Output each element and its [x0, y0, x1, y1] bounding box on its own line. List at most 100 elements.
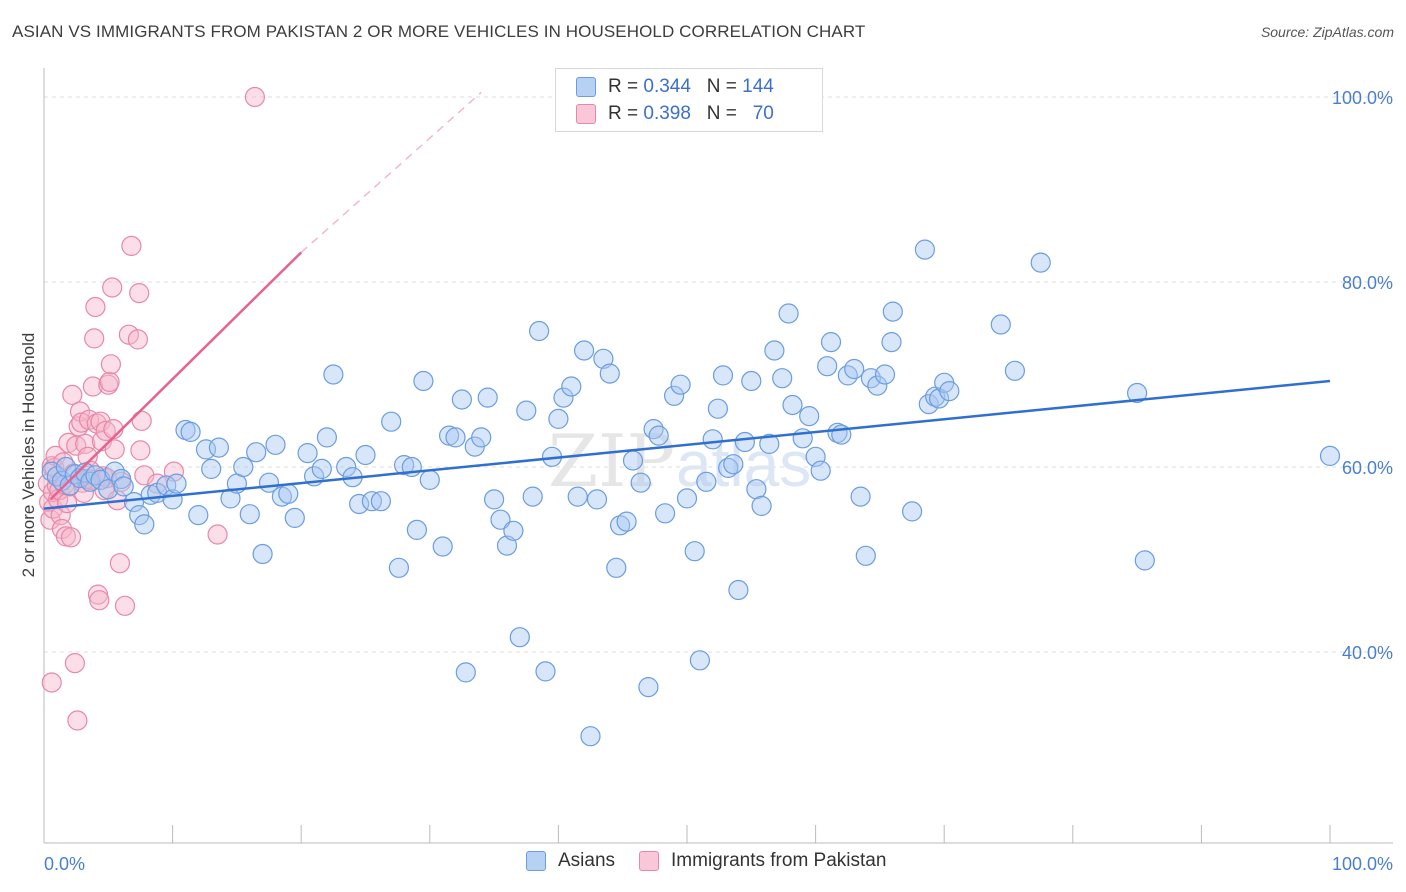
pakistan-point [82, 376, 104, 397]
asian-point [707, 398, 729, 419]
asian-point [901, 501, 923, 522]
y-tick-label: 80.0% [1342, 273, 1393, 293]
n-label: N = [706, 103, 737, 124]
asian-point [728, 579, 749, 601]
axes [43, 68, 1393, 844]
pakistan-point [118, 324, 139, 345]
series-legend: Asians Immigrants from Pakistan [526, 850, 910, 872]
asian-point [561, 376, 582, 397]
asian-point [712, 365, 734, 386]
asian-point [810, 460, 831, 481]
asian-point [381, 411, 402, 432]
asian-point [284, 507, 305, 529]
asian-point [881, 332, 902, 353]
asian-point [778, 303, 799, 324]
asian-point [355, 444, 376, 466]
asian-point [113, 476, 134, 497]
asian-point [336, 456, 357, 478]
asian-point [630, 472, 651, 493]
pakistan-point [62, 384, 83, 405]
y-tick-label: 100.0% [1332, 88, 1393, 108]
asian-point [394, 455, 415, 476]
asian-point [297, 443, 318, 464]
y-axis-label: 2 or more Vehicles in Household [19, 333, 38, 578]
asian-point [201, 458, 222, 479]
asian-point [593, 348, 614, 369]
pakistan-point [127, 329, 148, 350]
asian-point [406, 519, 427, 541]
pakistan-point [100, 354, 122, 375]
x-tick-label-max: 100.0% [1332, 854, 1393, 874]
asian-point [670, 374, 691, 395]
asian-point [233, 456, 254, 478]
pakistan-point [114, 595, 136, 616]
asian-point [1319, 445, 1341, 466]
asian-point [477, 387, 498, 408]
y-tick-label: 40.0% [1342, 643, 1393, 663]
r-label: R = [608, 76, 639, 97]
asian-point [616, 511, 637, 532]
asian-point [496, 535, 518, 556]
pakistan-swatch [576, 104, 596, 124]
asian-point [799, 406, 820, 427]
asian-trend-line [43, 379, 1331, 510]
pakistan-point [85, 296, 106, 318]
asian-point [111, 468, 132, 490]
asian-point [180, 421, 201, 442]
asian-point [370, 491, 391, 512]
asian-point [239, 504, 260, 525]
asian-point [195, 439, 217, 460]
asian-point [208, 437, 229, 458]
asian-point [349, 493, 370, 515]
n-label: N = [706, 76, 737, 97]
asian-point [1126, 382, 1148, 404]
asian-point [599, 363, 620, 384]
asian-point [696, 471, 717, 492]
y-tick-labels: 40.0% 60.0% 80.0% 100.0% [1332, 88, 1393, 663]
pakistan-point [67, 710, 88, 731]
asian-point [388, 557, 409, 578]
asian-point [638, 676, 659, 698]
x-tick-label-min: 0.0% [44, 854, 85, 874]
asian-point [246, 442, 267, 463]
pakistan-point [41, 672, 62, 693]
pakistan-point [244, 86, 265, 108]
pakistan-point [75, 433, 96, 454]
asian-point [123, 492, 145, 513]
asians-swatch [576, 77, 596, 97]
asian-point [746, 479, 767, 500]
legend-label-pakistan: Immigrants from Pakistan [671, 850, 887, 871]
pakistan-point [56, 493, 78, 514]
asian-point [516, 400, 537, 421]
r-value: 0.398 [643, 103, 691, 124]
asian-point [676, 488, 698, 509]
asian-point [990, 314, 1011, 335]
asian-point [1030, 252, 1051, 273]
asian-point [1134, 550, 1155, 571]
asian-point [874, 364, 896, 385]
asian-point [817, 356, 838, 377]
asian-point [522, 486, 543, 507]
pakistan-point [109, 553, 131, 574]
asian-point [782, 394, 803, 416]
asian-point [278, 483, 299, 504]
pakistan-points [37, 86, 265, 731]
n-value: 144 [742, 76, 774, 97]
asian-point [734, 431, 756, 453]
asian-point [702, 429, 723, 450]
pakistan-point [102, 277, 123, 298]
pakistan-point [131, 410, 152, 431]
pakistan-point [129, 283, 150, 304]
asian-point [867, 375, 888, 396]
asian-point [490, 509, 511, 530]
stats-legend: R = 0.344 N = 144 R = 0.398 N = 70 [555, 68, 823, 132]
pakistan-point [64, 652, 86, 674]
asian-point [820, 332, 842, 353]
legend-item-pakistan: Immigrants from Pakistan [639, 850, 886, 872]
asian-point [166, 473, 187, 494]
trend-lines [43, 91, 1331, 510]
asian-point [129, 504, 150, 526]
asian-point [419, 469, 440, 490]
asian-point [939, 381, 960, 402]
asian-point [528, 320, 550, 342]
